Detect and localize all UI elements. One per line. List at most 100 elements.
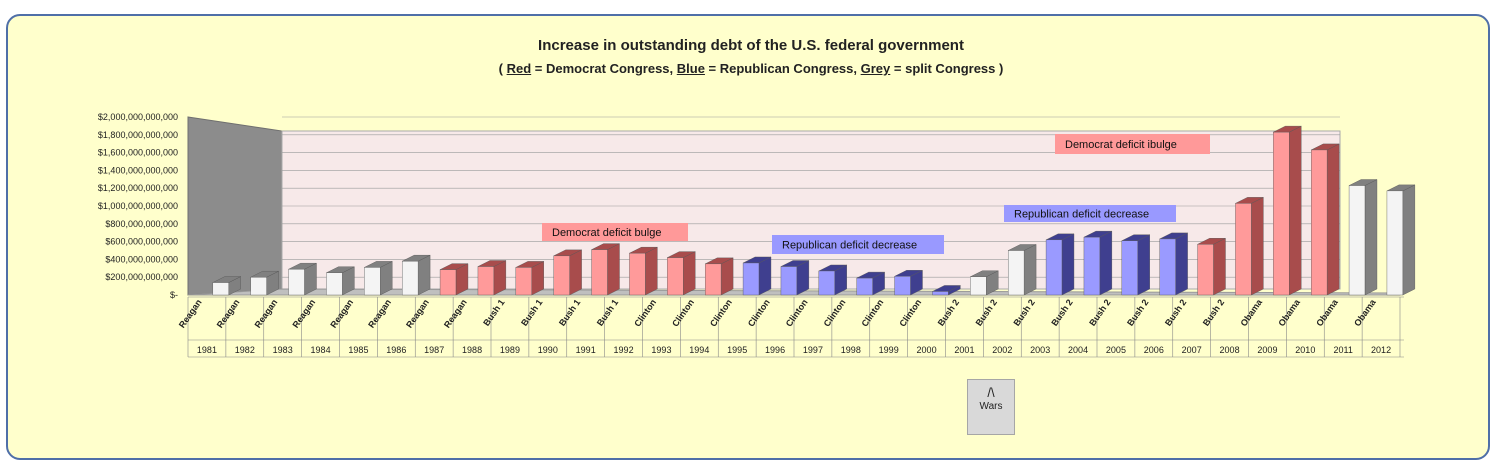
x-tick-year: 1986 [386, 345, 406, 355]
y-tick-label: $2,000,000,000,000 [98, 112, 178, 122]
y-tick-label: $400,000,000,000 [105, 254, 178, 264]
bar [591, 249, 608, 296]
subtitle-red-key: Red [506, 61, 532, 76]
x-tick-president: Bush 1 [595, 297, 620, 327]
bar-side [683, 251, 696, 296]
x-tick-year: 1997 [803, 345, 823, 355]
bar [1045, 239, 1063, 296]
subtitle-red-text: = Democrat Congress, [531, 61, 674, 76]
annotation-label: Democrat deficit bulge [552, 227, 661, 239]
x-tick-president: Reagan [366, 297, 393, 329]
y-tick-label: $800,000,000,000 [105, 219, 178, 229]
bar-side [1364, 179, 1378, 296]
bar-side [1402, 184, 1416, 296]
subtitle-blue-key: Blue [676, 61, 705, 76]
x-tick-president: Bush 2 [1201, 297, 1226, 327]
bar [250, 277, 267, 296]
wars-label: Wars [979, 401, 1003, 412]
x-tick-year: 2007 [1182, 345, 1202, 355]
bar-side [1099, 230, 1113, 296]
subtitle-blue-text: = Republican Congress, [704, 61, 858, 76]
bar [1007, 250, 1025, 296]
y-tick-label: $600,000,000,000 [105, 237, 178, 247]
bar-side [758, 256, 772, 296]
x-tick-president: Bush 2 [1125, 297, 1150, 327]
x-tick-president: Clinton [784, 297, 810, 328]
subtitle-open: ( [498, 61, 503, 76]
bar-side [720, 257, 734, 296]
x-tick-president: Obama [1238, 297, 1264, 329]
x-tick-president: Clinton [632, 297, 658, 328]
bar [553, 255, 570, 296]
x-tick-president: Bush 2 [974, 297, 999, 327]
x-tick-year: 2003 [1030, 345, 1050, 355]
x-tick-year: 1993 [651, 345, 671, 355]
x-tick-president: Bush 1 [481, 297, 506, 327]
subtitle-grey-key: Grey [860, 61, 891, 76]
x-tick-year: 1996 [765, 345, 785, 355]
y-tick-label: $1,800,000,000,000 [98, 130, 178, 140]
bar-side [417, 254, 431, 296]
x-tick-year: 1995 [727, 345, 747, 355]
x-tick-year: 1982 [235, 345, 255, 355]
x-tick-president: Reagan [442, 297, 469, 329]
x-tick-president: Obama [1314, 297, 1340, 329]
annotation-box [772, 235, 944, 254]
x-tick-year: 2010 [1295, 345, 1315, 355]
bar [439, 269, 457, 296]
x-tick-year: 1987 [424, 345, 444, 355]
bar [856, 277, 873, 296]
x-tick-president: Bush 2 [1049, 297, 1074, 327]
bar [667, 257, 684, 296]
bar-side [1251, 197, 1264, 296]
bar [326, 272, 343, 296]
x-tick-president: Bush 1 [557, 297, 582, 327]
x-tick-year: 2000 [917, 345, 937, 355]
x-tick-president: Clinton [708, 297, 734, 328]
bar [894, 276, 911, 296]
bar-side [1289, 125, 1302, 296]
bar [288, 268, 305, 296]
bar [742, 262, 760, 296]
bar [629, 252, 646, 296]
bar [932, 291, 949, 296]
x-tick-year: 2008 [1220, 345, 1240, 355]
x-tick-president: Bush 2 [1163, 297, 1188, 327]
bar [1159, 238, 1176, 296]
x-tick-year: 1999 [879, 345, 899, 355]
x-tick-president: Clinton [859, 297, 885, 328]
y-tick-label: $1,200,000,000,000 [98, 183, 178, 193]
x-tick-year: 1983 [273, 345, 293, 355]
x-tick-president: Clinton [746, 297, 772, 328]
x-tick-president: Reagan [177, 297, 204, 329]
x-tick-president: Bush 2 [936, 297, 961, 327]
bar [1310, 149, 1328, 296]
x-tick-president: Obama [1352, 297, 1378, 329]
x-tick-president: Reagan [215, 297, 242, 329]
bar [212, 282, 229, 296]
x-tick-year: 1998 [841, 345, 861, 355]
bar [970, 276, 987, 296]
x-tick-year: 2006 [1144, 345, 1164, 355]
bar [1083, 236, 1101, 296]
bar [1386, 190, 1404, 296]
annotation-label: Republican deficit decrease [1014, 209, 1149, 221]
x-tick-year: 2004 [1068, 345, 1088, 355]
x-tick-president: Reagan [290, 297, 317, 329]
bar-side [1137, 234, 1150, 296]
bar-side [1061, 233, 1075, 296]
y-tick-label: $1,600,000,000,000 [98, 148, 178, 158]
annotation-box [1055, 134, 1210, 154]
bar-side [645, 246, 658, 296]
up-arrow-icon: /\ [987, 385, 995, 400]
bar-side [1213, 237, 1226, 296]
annotation-label: Democrat deficit ibulge [1065, 139, 1177, 151]
x-tick-year: 1994 [689, 345, 709, 355]
bar-side [607, 243, 620, 296]
bar [1197, 244, 1214, 296]
bar [1121, 240, 1138, 296]
x-tick-year: 2009 [1257, 345, 1277, 355]
x-tick-president: Bush 2 [1087, 297, 1112, 327]
side-wall [187, 116, 283, 296]
bar [1348, 185, 1366, 296]
